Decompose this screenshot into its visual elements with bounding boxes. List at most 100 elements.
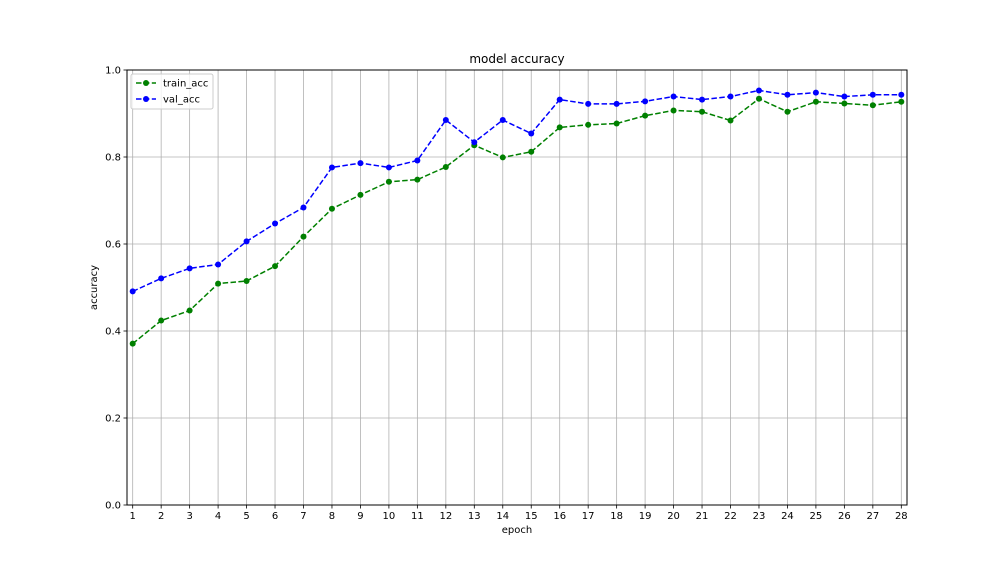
data-point-train_acc xyxy=(841,100,848,107)
legend-label-train_acc: train_acc xyxy=(163,79,208,90)
data-point-train_acc xyxy=(215,280,222,287)
data-point-train_acc xyxy=(328,205,335,212)
y-tick-label: 1.0 xyxy=(105,66,121,77)
series-layer xyxy=(129,87,905,347)
x-tick-label: 6 xyxy=(272,511,278,522)
y-tick-label: 0.6 xyxy=(105,240,121,251)
plot-frame xyxy=(126,69,908,506)
data-point-val_acc xyxy=(727,93,734,100)
data-point-train_acc xyxy=(272,263,279,270)
x-tick-label: 14 xyxy=(496,511,509,522)
data-point-train_acc xyxy=(186,307,193,314)
x-tick-label: 25 xyxy=(810,511,823,522)
data-point-val_acc xyxy=(272,220,279,227)
data-point-val_acc xyxy=(300,204,307,211)
data-point-train_acc xyxy=(414,176,421,183)
data-point-train_acc xyxy=(385,178,392,185)
data-point-train_acc xyxy=(357,191,364,198)
data-point-val_acc xyxy=(158,275,165,282)
data-point-val_acc xyxy=(613,100,620,107)
data-point-train_acc xyxy=(727,117,734,124)
data-point-val_acc xyxy=(414,157,421,164)
series-line-train_acc xyxy=(132,97,902,345)
legend-box xyxy=(130,73,214,110)
data-point-val_acc xyxy=(784,91,791,98)
data-point-train_acc xyxy=(755,95,762,102)
legend-marker-train_acc xyxy=(143,80,149,86)
data-point-val_acc xyxy=(528,130,535,137)
x-tick-label: 5 xyxy=(243,511,249,522)
data-point-train_acc xyxy=(300,233,307,240)
x-tick-label: 27 xyxy=(866,511,879,522)
data-point-val_acc xyxy=(642,98,649,105)
x-tick-label: 15 xyxy=(525,511,538,522)
x-axis: 1 2 3 4 5 6 7 8 9 10 11 12 13 14 15 16 17 18 19 20 21 22 23 24 2… xyxy=(130,505,908,522)
x-tick-label: 3 xyxy=(186,511,192,522)
data-point-val_acc xyxy=(243,238,250,245)
x-tick-label: 20 xyxy=(667,511,680,522)
x-tick-label: 23 xyxy=(753,511,766,522)
data-point-train_acc xyxy=(129,340,136,347)
legend-label-val_acc: val_acc xyxy=(163,95,200,106)
x-tick-label: 19 xyxy=(639,511,652,522)
data-point-train_acc xyxy=(784,108,791,115)
data-point-val_acc xyxy=(755,87,762,94)
x-tick-label: 26 xyxy=(838,511,851,522)
data-point-train_acc xyxy=(699,108,706,115)
data-point-train_acc xyxy=(556,124,563,131)
x-tick-label: 7 xyxy=(300,511,306,522)
x-tick-label: 18 xyxy=(610,511,623,522)
data-point-val_acc xyxy=(328,164,335,171)
x-tick-label: 22 xyxy=(724,511,737,522)
data-point-val_acc xyxy=(385,164,392,171)
data-point-train_acc xyxy=(442,164,449,171)
data-point-train_acc xyxy=(642,112,649,119)
data-point-train_acc xyxy=(898,98,905,105)
data-point-val_acc xyxy=(869,91,876,98)
series-line-val_acc xyxy=(132,89,902,293)
x-tick-label: 10 xyxy=(383,511,396,522)
data-point-train_acc xyxy=(670,107,677,114)
y-tick-label: 0.8 xyxy=(105,153,121,164)
x-tick-label: 21 xyxy=(696,511,709,522)
x-tick-label: 8 xyxy=(329,511,335,522)
data-point-train_acc xyxy=(243,277,250,284)
x-tick-label: 13 xyxy=(468,511,481,522)
data-point-val_acc xyxy=(499,117,506,124)
y-axis-label: accuracy xyxy=(89,265,100,310)
data-point-train_acc xyxy=(869,102,876,109)
data-point-val_acc xyxy=(556,96,563,103)
data-point-val_acc xyxy=(215,261,222,268)
data-point-val_acc xyxy=(699,96,706,103)
y-tick-label: 0.2 xyxy=(105,414,121,425)
x-tick-label: 28 xyxy=(895,511,908,522)
data-point-val_acc xyxy=(471,139,478,146)
data-point-val_acc xyxy=(442,117,449,124)
data-point-train_acc xyxy=(528,148,535,155)
grid-lines xyxy=(127,69,907,506)
data-point-val_acc xyxy=(841,93,848,100)
y-tick-label: 0.0 xyxy=(105,501,121,512)
x-tick-label: 16 xyxy=(553,511,566,522)
data-point-train_acc xyxy=(158,317,165,324)
x-axis-label: epoch xyxy=(502,525,532,536)
data-point-val_acc xyxy=(186,265,193,272)
x-tick-label: 9 xyxy=(357,511,363,522)
x-tick-label: 11 xyxy=(411,511,424,522)
legend-marker-val_acc xyxy=(143,96,149,102)
x-tick-label: 2 xyxy=(158,511,164,522)
data-point-val_acc xyxy=(898,91,905,98)
x-tick-label: 4 xyxy=(215,511,221,522)
x-tick-label: 12 xyxy=(439,511,452,522)
data-point-val_acc xyxy=(670,93,677,100)
x-tick-label: 17 xyxy=(582,511,595,522)
data-point-train_acc xyxy=(613,120,620,127)
x-tick-label: 1 xyxy=(130,511,136,522)
chart-title: model accuracy xyxy=(469,52,564,66)
data-point-val_acc xyxy=(812,89,819,96)
legend: train_acc val_acc xyxy=(130,73,214,110)
data-point-val_acc xyxy=(129,288,136,295)
y-tick-label: 0.4 xyxy=(105,327,121,338)
x-tick-label: 24 xyxy=(781,511,794,522)
